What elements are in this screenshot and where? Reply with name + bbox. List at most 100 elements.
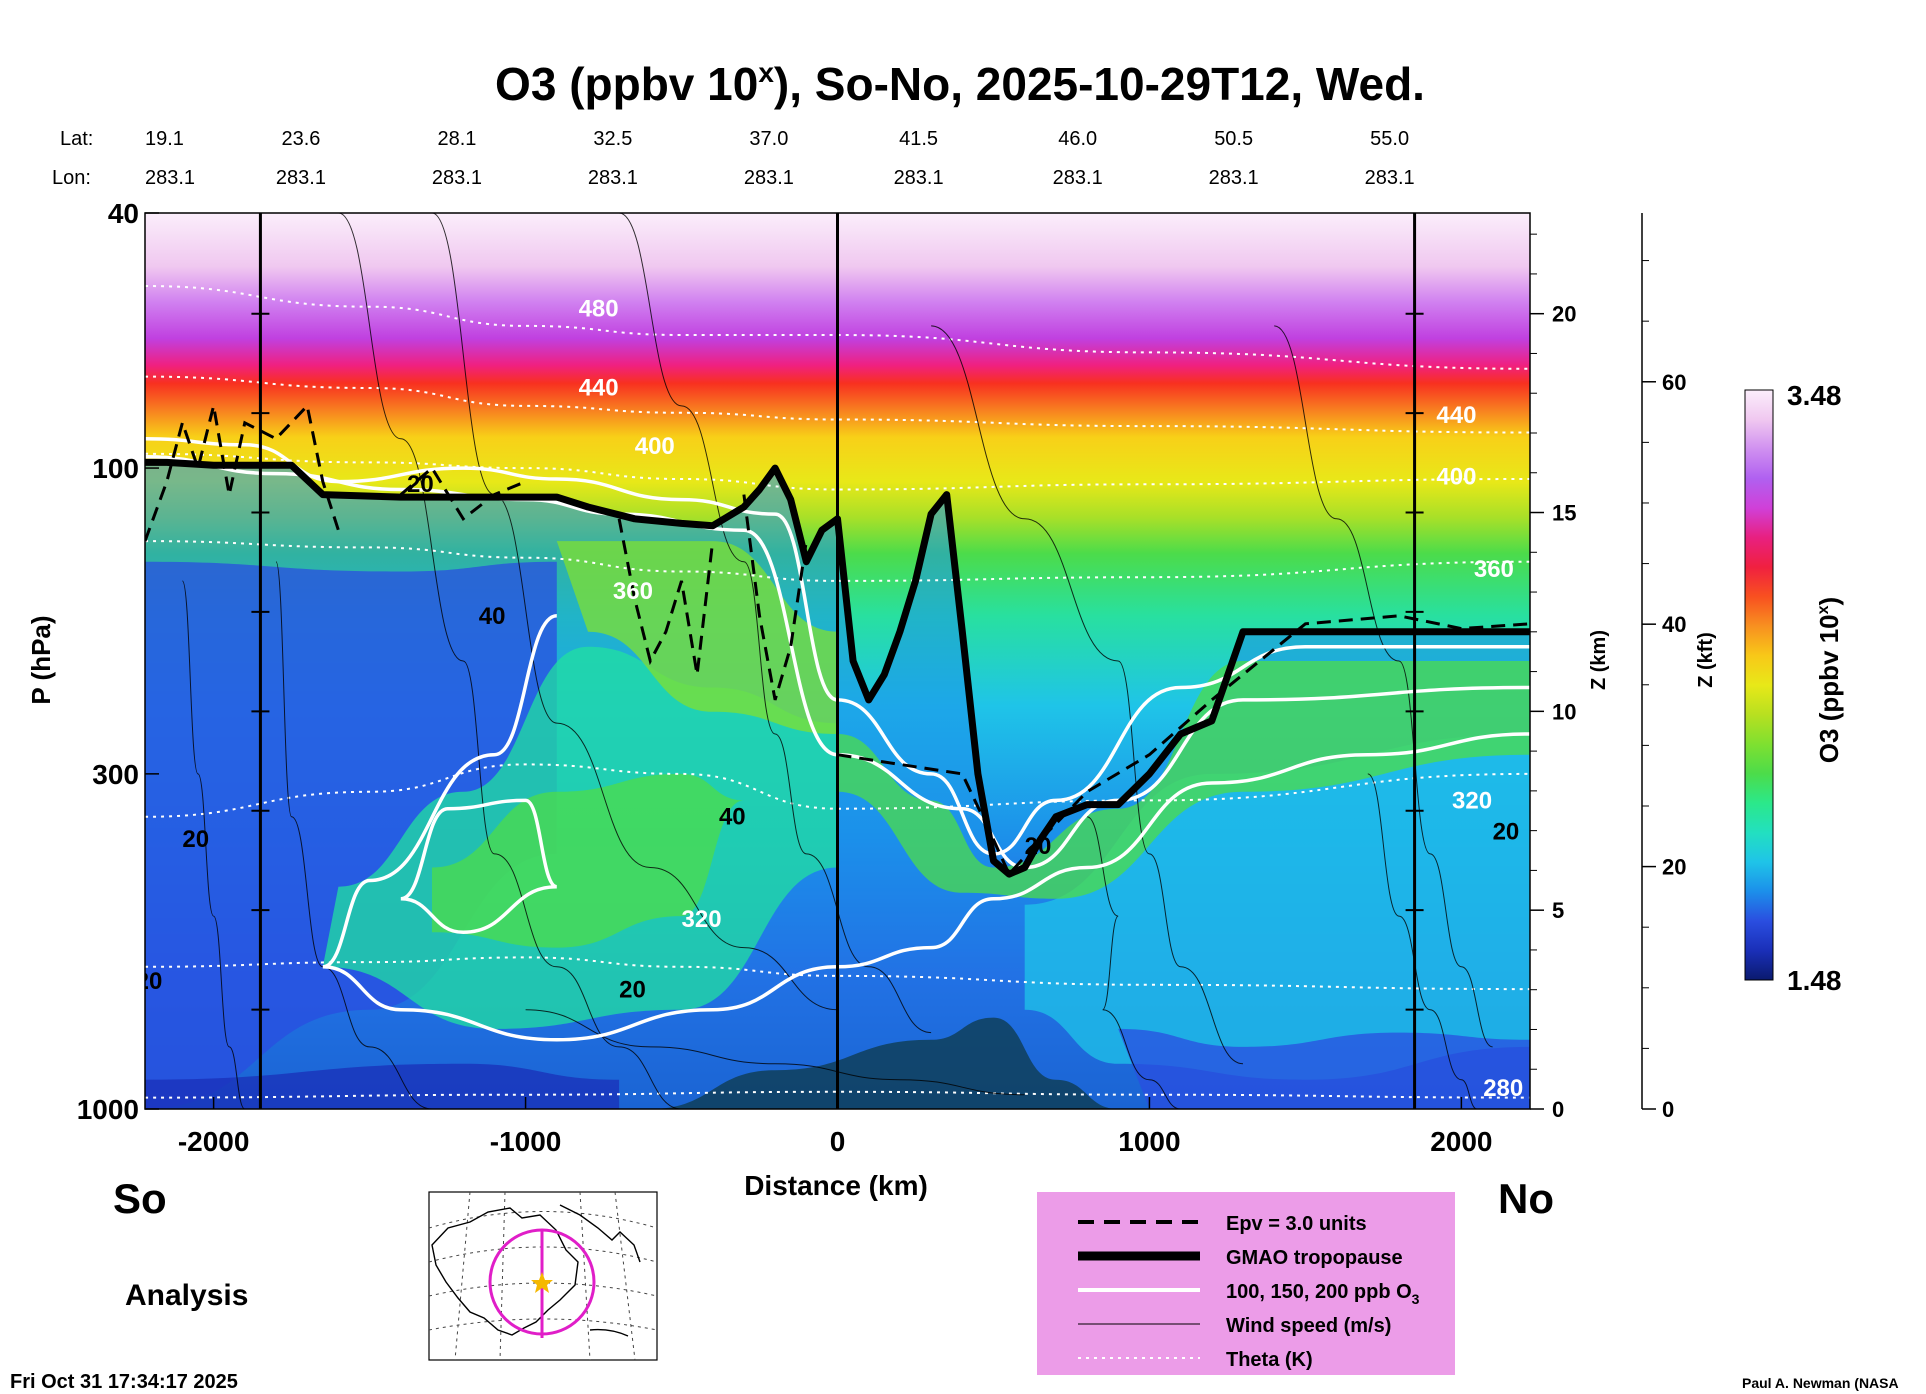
theta-contour — [145, 763, 1530, 818]
x-tick-label: -2000 — [178, 1126, 250, 1157]
contour-label: 40 — [479, 603, 506, 630]
vertical-location-markers — [251, 213, 1424, 1109]
z-kft-tick-label: 20 — [1662, 855, 1686, 880]
timestamp: Fri Oct 31 17:34:17 2025 — [10, 1371, 238, 1393]
ozone-patch — [650, 1017, 1119, 1109]
latitude-row: 19.1 23.6 28.1 32.5 37.0 41.5 46.0 50.5 55.0 — [145, 128, 1409, 150]
contour-label: 320 — [1452, 788, 1492, 815]
contour-label: 20 — [1493, 819, 1520, 846]
theta-contour — [145, 956, 1530, 991]
ozone-patch — [837, 661, 1530, 899]
lon-value: 283.1 — [145, 167, 195, 189]
lon-value: 283.1 — [1053, 167, 1103, 189]
contour-label: 20 — [1025, 833, 1052, 860]
x-tick-label: 0 — [830, 1126, 846, 1157]
colorbar-title: O3 (ppbv 10x) — [1814, 597, 1844, 763]
theta-contour — [145, 540, 1530, 582]
contour-label: 320 — [682, 906, 722, 933]
locator-map — [428, 1191, 658, 1361]
theta-contour — [145, 285, 1530, 370]
ozone-ppb-contours — [145, 436, 1530, 1042]
lat-value: 37.0 — [749, 128, 788, 150]
north-label: No — [1498, 1175, 1554, 1222]
contour-label: 280 — [1483, 1075, 1523, 1102]
wind-contour — [1274, 325, 1493, 1048]
wind-speed-contours — [181, 213, 1493, 1109]
wind-contour — [431, 213, 838, 1011]
lat-value: 32.5 — [593, 128, 632, 150]
legend-label: Epv = 3.0 units — [1226, 1213, 1367, 1235]
contour-label: 400 — [1436, 463, 1476, 490]
ozone-patch — [145, 561, 557, 1109]
z-km-tick-label: 15 — [1552, 501, 1576, 526]
theta-contour — [145, 452, 1530, 491]
x-axis: -2000 -1000 0 1000 2000 — [178, 1097, 1493, 1157]
longitude-row: 283.1 283.1 283.1 283.1 283.1 283.1 283.1 283.1… — [145, 167, 1415, 189]
lat-value: 41.5 — [899, 128, 938, 150]
lat-value: 23.6 — [281, 128, 320, 150]
lon-value: 283.1 — [1365, 167, 1415, 189]
contour-label: 480 — [579, 295, 619, 322]
wind-contour — [181, 580, 246, 1109]
z-kft-tick-label: 60 — [1662, 370, 1686, 395]
ozone-contour — [400, 798, 558, 935]
ozone-patch — [556, 541, 838, 734]
contour-label: 360 — [1474, 556, 1514, 583]
y-axis-label: P (hPa) — [26, 615, 56, 704]
x-tick-label: -1000 — [490, 1126, 562, 1157]
contour-label: 40 — [719, 804, 746, 831]
contour-label: 20 — [407, 471, 434, 498]
lat-value: 55.0 — [1370, 128, 1409, 150]
lon-value: 283.1 — [744, 167, 794, 189]
pressure-axis: 40 100 300 1000 — [77, 198, 159, 1125]
wind-contour — [1367, 773, 1478, 1109]
lat-label: Lat: — [60, 128, 93, 150]
contour-label: 20 — [619, 977, 646, 1004]
wind-contour — [275, 561, 433, 1109]
lon-value: 283.1 — [894, 167, 944, 189]
z-kft-axis: 0 20 40 60 — [1641, 213, 1686, 1122]
lat-value: 50.5 — [1214, 128, 1253, 150]
z-km-tick-label: 5 — [1552, 898, 1564, 923]
credit: Paul A. Newman (NASA — [1742, 1375, 1899, 1391]
lat-value: 28.1 — [437, 128, 476, 150]
epv-contour — [399, 465, 527, 522]
lon-value: 283.1 — [1209, 167, 1259, 189]
colorbar — [1744, 389, 1774, 981]
z-km-tick-label: 20 — [1552, 302, 1576, 327]
south-label: So — [113, 1175, 167, 1222]
lat-value: 46.0 — [1058, 128, 1097, 150]
lon-value: 283.1 — [588, 167, 638, 189]
ozone-patches — [145, 541, 1530, 1109]
x-axis-label: Distance (km) — [744, 1170, 928, 1201]
p-tick-label: 1000 — [77, 1094, 139, 1125]
z-km-tick-label: 10 — [1552, 699, 1576, 724]
theta-contour — [145, 375, 1530, 434]
theta-contour — [145, 1090, 1530, 1099]
contour-label: 440 — [579, 374, 619, 401]
analysis-label: Analysis — [125, 1279, 248, 1312]
lon-value: 283.1 — [432, 167, 482, 189]
lon-value: 283.1 — [276, 167, 326, 189]
epv-contour — [617, 518, 715, 675]
z-km-tick-label: 0 — [1552, 1097, 1564, 1122]
legend: Epv = 3.0 units GMAO tropopause 100, 150, … — [1037, 1192, 1455, 1375]
wind-contour — [931, 325, 1244, 1065]
z-km-axis-label: Z (km) — [1588, 630, 1610, 690]
wind-contour — [338, 213, 682, 1109]
z-kft-axis-label: Z (kft) — [1695, 632, 1717, 688]
x-tick-label: 2000 — [1430, 1126, 1492, 1157]
epv-contour — [742, 494, 808, 701]
lat-value: 19.1 — [145, 128, 184, 150]
p-tick-label: 300 — [92, 759, 139, 790]
x-tick-label: 1000 — [1118, 1126, 1180, 1157]
contour-label: 20 — [182, 826, 209, 853]
z-kft-tick-label: 40 — [1662, 612, 1686, 637]
epv-contours — [145, 402, 1530, 877]
ozone-contour — [145, 454, 1530, 870]
contour-label: 20 — [136, 968, 163, 995]
p-tick-label: 100 — [92, 453, 139, 484]
contour-label: 360 — [613, 578, 653, 605]
ozone-contour — [145, 436, 1530, 856]
